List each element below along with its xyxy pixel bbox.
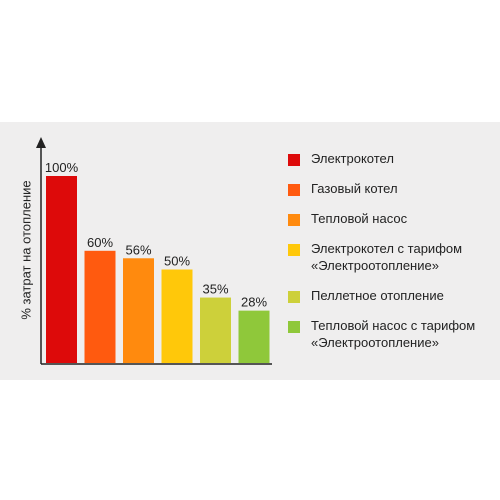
bar-1 <box>46 176 77 363</box>
chart-axes <box>36 137 272 365</box>
legend-item-3: Тепловой насос <box>288 210 493 227</box>
legend-label: Тепловой насос <box>311 211 408 226</box>
bar-value-label-2: 60% <box>87 235 113 250</box>
legend-item-5: Пеллетное отопление <box>288 287 493 304</box>
legend-label: Тепловой насос с тарифом «Электроотоплен… <box>311 318 476 350</box>
legend-swatch <box>288 154 300 166</box>
bar-6 <box>238 310 270 363</box>
legend-item-4: Электрокотел с тарифом «Электроотопление… <box>288 240 493 274</box>
y-axis-arrow <box>36 137 46 148</box>
legend-swatch <box>288 214 300 226</box>
bar-value-label-3: 56% <box>125 242 151 257</box>
bar-5 <box>200 297 231 363</box>
bar-value-label-4: 50% <box>164 254 190 269</box>
chart-legend: Электрокотел Газовый котел Тепловой насос Э… <box>288 150 493 364</box>
bar-3 <box>123 258 154 363</box>
legend-swatch <box>288 321 300 333</box>
bar-4 <box>161 269 193 363</box>
y-axis-label: % затрат на отопление <box>18 180 34 320</box>
legend-label: Электрокотел <box>311 151 394 166</box>
legend-swatch <box>288 184 300 196</box>
legend-label: Электрокотел с тарифом «Электроотопление… <box>311 241 463 273</box>
legend-label: Газовый котел <box>311 181 398 196</box>
legend-swatch <box>288 291 300 303</box>
bar-value-label-6: 28% <box>241 295 267 310</box>
legend-item-2: Газовый котел <box>288 180 493 197</box>
bar-value-label-1: 100% <box>45 160 79 175</box>
legend-item-1: Электрокотел <box>288 150 493 167</box>
legend-item-6: Тепловой насос с тарифом «Электроотоплен… <box>288 317 493 351</box>
bars-group <box>46 176 270 363</box>
bar-value-label-5: 35% <box>202 282 228 297</box>
legend-swatch <box>288 244 300 256</box>
bar-labels-group: 100% 60% 56% 50% 35% 28% <box>45 160 268 310</box>
legend-label: Пеллетное отопление <box>311 288 444 303</box>
bar-2 <box>84 250 116 363</box>
